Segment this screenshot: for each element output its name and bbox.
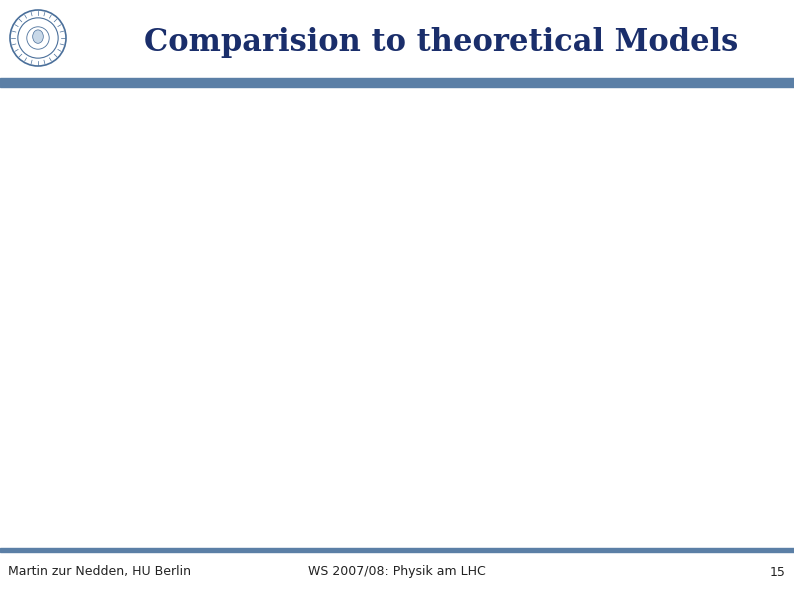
Text: 15: 15	[770, 565, 786, 578]
Bar	[0, 78, 794, 87]
Text: Comparision to theoretical Models: Comparision to theoretical Models	[144, 27, 738, 58]
Text: Martin zur Nedden, HU Berlin: Martin zur Nedden, HU Berlin	[8, 565, 191, 578]
Bar	[0, 548, 794, 552]
Text: WS 2007/08: Physik am LHC: WS 2007/08: Physik am LHC	[308, 565, 486, 578]
Ellipse shape	[33, 30, 44, 43]
